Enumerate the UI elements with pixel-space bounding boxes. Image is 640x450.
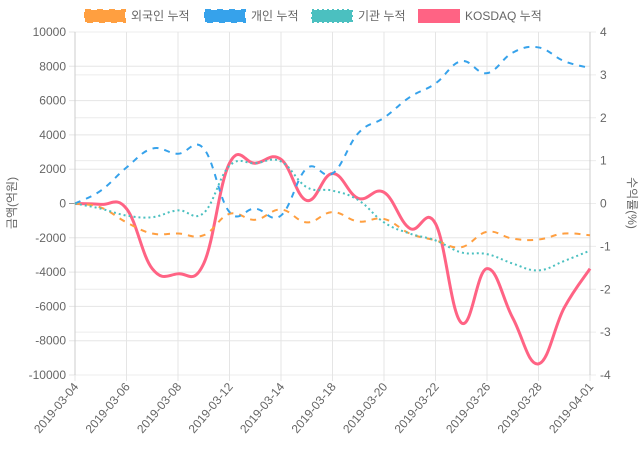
x-tick-label: 2019-03-14: [237, 380, 287, 436]
x-tick-label: 2019-03-26: [443, 380, 493, 436]
x-tick-label: 2019-03-18: [289, 380, 339, 436]
y-left-tick-label: -10000: [29, 368, 67, 382]
y-left-tick-label: -6000: [35, 299, 66, 313]
legend-swatch: [204, 9, 246, 23]
y-axis-right-title: 수익률(%): [625, 177, 639, 229]
y-left-tick-label: 0: [59, 197, 66, 211]
y-right-tick-label: 3: [600, 68, 607, 82]
legend-label: 개인 누적: [251, 9, 299, 23]
grid: [69, 31, 596, 381]
y-left-tick-label: -4000: [35, 265, 66, 279]
y-right-tick-label: 4: [600, 25, 607, 39]
x-tick-label: 2019-03-22: [392, 380, 442, 436]
series-line-1: [74, 45, 591, 219]
y-left-tick-label: 8000: [39, 59, 66, 73]
axis-ticks: 10000 8000 6000 4000 2000 0 -2000 -4000 -6000 -80…: [29, 25, 611, 436]
y-right-tick-label: -3: [600, 325, 611, 339]
y-right-tick-label: -1: [600, 239, 611, 253]
y-right-tick-label: 0: [600, 197, 607, 211]
legend-label: KOSDAQ 누적: [465, 9, 542, 23]
y-right-tick-label: -4: [600, 368, 611, 382]
y-left-tick-label: 4000: [39, 128, 66, 142]
legend-label: 외국인 누적: [131, 9, 190, 23]
y-left-tick-label: -8000: [35, 334, 66, 348]
x-tick-label: 2019-03-28: [495, 380, 545, 436]
x-tick-label: 2019-03-12: [186, 380, 236, 436]
y-right-tick-label: 1: [600, 154, 607, 168]
x-tick-label: 2019-03-08: [134, 380, 184, 436]
y-left-tick-label: 10000: [33, 25, 67, 39]
y-left-tick-label: -2000: [35, 231, 66, 245]
x-tick-label: 2019-04-01: [546, 380, 596, 436]
legend-swatch: [84, 9, 126, 23]
series-line-0: [74, 202, 591, 249]
x-tick-label: 2019-03-20: [340, 380, 390, 436]
y-left-tick-label: 6000: [39, 94, 66, 108]
legend-swatch: [418, 9, 460, 23]
series-line-2: [74, 158, 591, 272]
legend: 외국인 누적 개인 누적 기관 누적 KOSDAQ 누적: [84, 9, 542, 23]
y-left-tick-label: 2000: [39, 162, 66, 176]
x-tick-label: 2019-03-06: [83, 380, 133, 436]
y-right-tick-label: -2: [600, 282, 611, 296]
y-right-tick-label: 2: [600, 111, 607, 125]
y-axis-left-title: 금액(억원): [5, 177, 19, 229]
x-tick-label: 2019-03-04: [31, 380, 81, 436]
series-lines: [74, 45, 592, 366]
legend-label: 기관 누적: [358, 9, 406, 23]
legend-swatch: [311, 9, 353, 23]
